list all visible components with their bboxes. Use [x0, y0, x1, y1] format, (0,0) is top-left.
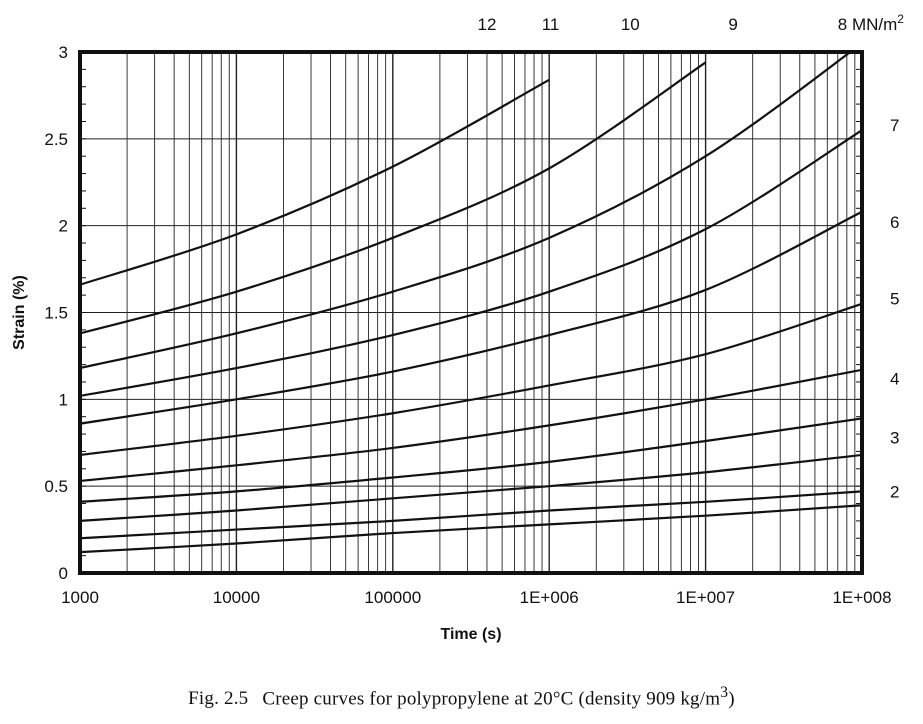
y-tick-label: 0.5 [44, 477, 68, 496]
stress-label-right: 6 [890, 213, 899, 232]
y-tick-label: 2 [59, 217, 68, 236]
x-tick-label: 1000 [61, 588, 99, 607]
creep-curve-5 [80, 210, 862, 425]
x-tick-label: 1E+006 [520, 588, 579, 607]
creep-curve-1.5 [80, 490, 862, 540]
x-tick-label: 1E+008 [832, 588, 891, 607]
stress-label-right: 4 [890, 369, 899, 388]
caption-end: ) [728, 688, 735, 710]
stress-label-top: 12 [478, 15, 497, 34]
y-tick-label: 1 [59, 390, 68, 409]
stress-label-top: 9 [728, 15, 737, 34]
stress-label-top: 11 [542, 15, 560, 34]
y-axis-label: Strain (%) [11, 275, 28, 350]
x-tick-label: 10000 [213, 588, 260, 607]
figure-label: Fig. 2.5 [188, 688, 249, 710]
creep-curve-1 [80, 504, 862, 554]
creep-curve-5.5 [80, 129, 862, 397]
creep-curve-7 [80, 61, 707, 335]
creep-curve-6 [80, 52, 853, 370]
creep-curve-2 [80, 453, 862, 522]
caption-superscript: 3 [720, 684, 729, 701]
y-tick-label: 0 [59, 564, 68, 583]
creep-chart: 0 0.5 1 1.5 2 2.5 3 1000 10000 100000 1E+006 1E+007… [11, 12, 905, 643]
y-tick-label: 1.5 [44, 304, 68, 323]
stress-label-right: 7 [890, 116, 899, 135]
creep-curve-7.5 [80, 78, 550, 286]
y-tick-label: 2.5 [44, 130, 68, 149]
plot-frame [78, 50, 864, 575]
stress-label-top: 10 [621, 15, 640, 34]
x-axis-label: Time (s) [440, 626, 501, 643]
figure-caption: Fig. 2.5 Creep curves for polypropylene a… [0, 684, 923, 710]
caption-text: Creep curves for polypropylene at 20°C (… [262, 688, 721, 710]
creep-curve-3.5 [80, 368, 862, 483]
x-tick-label: 1E+007 [676, 588, 735, 607]
creep-curves [80, 52, 862, 554]
stress-label-right: 2 [890, 482, 899, 501]
creep-curve-3 [80, 417, 862, 503]
stress-label-top: 8 MN/m2 [838, 12, 905, 34]
stress-unit-superscript: 2 [897, 12, 904, 26]
stress-label-right: 5 [890, 290, 899, 309]
x-tick-label: 100000 [364, 588, 421, 607]
y-tick-label: 3 [59, 43, 68, 62]
grid [79, 51, 862, 574]
stress-label-right: 3 [890, 429, 899, 448]
creep-curve-4 [80, 302, 862, 457]
